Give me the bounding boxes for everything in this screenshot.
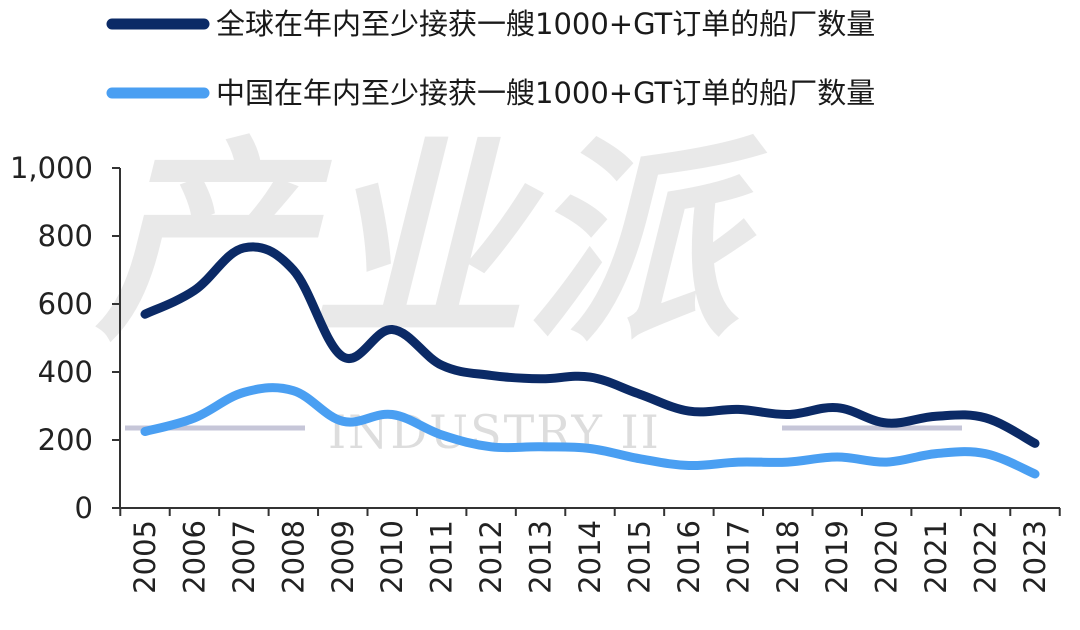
y-tick-label: 0 xyxy=(75,491,93,525)
series-line-china xyxy=(140,383,1040,479)
legend-label-global: 全球在年内至少接获一艘1000+GT订单的船厂数量 xyxy=(216,7,875,41)
x-tick-label: 2018 xyxy=(771,520,805,594)
axes xyxy=(119,168,1060,509)
x-tick-label: 2005 xyxy=(128,520,162,594)
x-tick-label: 2019 xyxy=(820,520,854,594)
series-layer xyxy=(140,242,1040,479)
watermark-main-text: 产业派 xyxy=(95,118,768,369)
x-tick-label: 2012 xyxy=(474,520,508,594)
x-ticks: 2005 2006 2007 2008 2009 2010 2011 2012 2013 2014… xyxy=(119,508,1061,594)
x-tick-label: 2022 xyxy=(969,520,1003,594)
legend: 全球在年内至少接获一艘1000+GT订单的船厂数量 中国在年内至少接获一艘100… xyxy=(106,7,875,110)
x-tick-label: 2009 xyxy=(326,520,360,594)
y-tick-label: 400 xyxy=(38,355,93,389)
x-tick-label: 2015 xyxy=(622,520,656,594)
x-tick-label: 2017 xyxy=(721,520,755,594)
y-tick-label: 1,000 xyxy=(10,151,93,185)
legend-entry-global: 全球在年内至少接获一艘1000+GT订单的船厂数量 xyxy=(106,7,875,41)
x-tick-label: 2011 xyxy=(425,520,459,594)
x-tick-label: 2014 xyxy=(573,520,607,594)
x-tick-label: 2010 xyxy=(375,520,409,594)
legend-label-china: 中国在年内至少接获一艘1000+GT订单的船厂数量 xyxy=(216,76,875,110)
series-line-global xyxy=(140,242,1040,448)
y-ticks: 0 200 400 600 800 1,000 xyxy=(10,151,120,525)
x-tick-label: 2021 xyxy=(919,520,953,594)
x-tick-label: 2020 xyxy=(870,520,904,594)
y-tick-label: 600 xyxy=(38,287,93,321)
y-tick-label: 800 xyxy=(38,219,93,253)
x-tick-label: 2016 xyxy=(672,520,706,594)
x-tick-label: 2007 xyxy=(227,520,261,594)
legend-entry-china: 中国在年内至少接获一艘1000+GT订单的船厂数量 xyxy=(106,76,875,110)
y-tick-label: 200 xyxy=(38,423,93,457)
x-tick-label: 2013 xyxy=(524,520,558,594)
x-tick-label: 2023 xyxy=(1018,520,1052,594)
x-tick-label: 2008 xyxy=(276,520,310,594)
x-tick-label: 2006 xyxy=(177,520,211,594)
